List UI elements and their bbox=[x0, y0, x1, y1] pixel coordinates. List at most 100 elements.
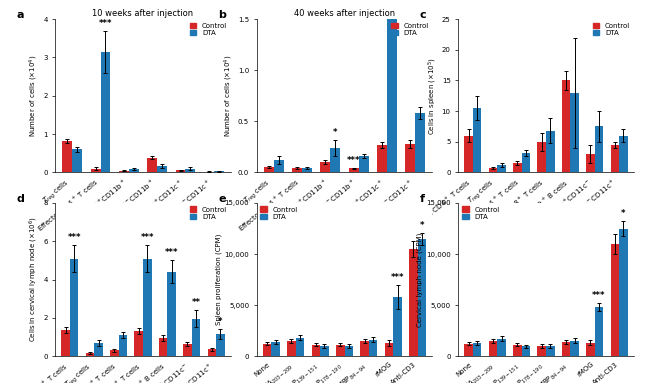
Bar bbox=[62, 141, 72, 172]
Bar bbox=[148, 158, 157, 172]
Legend: Control, DTA: Control, DTA bbox=[190, 23, 227, 36]
Bar bbox=[159, 338, 168, 356]
Bar bbox=[272, 342, 280, 356]
Bar bbox=[619, 136, 628, 172]
Bar bbox=[292, 168, 302, 172]
Bar bbox=[497, 165, 506, 172]
Text: c: c bbox=[420, 10, 426, 20]
Bar bbox=[409, 249, 417, 356]
Bar bbox=[185, 169, 196, 172]
Y-axis label: Cervical lymph node (CPM): Cervical lymph node (CPM) bbox=[417, 232, 423, 327]
Bar bbox=[110, 350, 119, 356]
Bar bbox=[464, 136, 473, 172]
Bar bbox=[61, 330, 70, 356]
Bar bbox=[336, 345, 344, 356]
Bar bbox=[521, 347, 530, 356]
Bar bbox=[168, 272, 176, 356]
Text: *: * bbox=[218, 318, 223, 326]
Bar bbox=[214, 171, 224, 172]
Bar bbox=[619, 229, 628, 356]
Bar bbox=[129, 169, 138, 172]
Bar bbox=[157, 166, 167, 172]
Bar bbox=[330, 148, 340, 172]
Legend: Control, DTA: Control, DTA bbox=[593, 23, 630, 36]
Y-axis label: Number of cells ($\times$10$^4$): Number of cells ($\times$10$^4$) bbox=[223, 55, 235, 137]
Text: ***: *** bbox=[592, 291, 606, 300]
Bar bbox=[538, 346, 546, 356]
Bar bbox=[406, 144, 415, 172]
Bar bbox=[192, 319, 200, 356]
Text: ***: *** bbox=[99, 19, 112, 28]
Text: ***: *** bbox=[140, 233, 154, 242]
Bar bbox=[274, 160, 283, 172]
Bar bbox=[595, 307, 603, 356]
Legend: Control, DTA: Control, DTA bbox=[462, 206, 499, 220]
Legend: Control, DTA: Control, DTA bbox=[260, 206, 298, 220]
Bar bbox=[359, 156, 369, 172]
Bar bbox=[586, 343, 595, 356]
Bar bbox=[385, 343, 393, 356]
Bar bbox=[562, 342, 571, 356]
Y-axis label: Spleen proliferation (CPM): Spleen proliferation (CPM) bbox=[215, 234, 222, 325]
Text: a: a bbox=[17, 10, 24, 20]
Text: *: * bbox=[420, 221, 424, 229]
Y-axis label: Number of cells ($\times$10$^4$): Number of cells ($\times$10$^4$) bbox=[28, 55, 40, 137]
Bar bbox=[489, 341, 497, 356]
Bar bbox=[473, 343, 482, 356]
Bar bbox=[473, 108, 482, 172]
Text: *: * bbox=[621, 210, 626, 218]
Bar bbox=[349, 168, 359, 172]
Legend: Control, DTA: Control, DTA bbox=[391, 23, 429, 36]
Bar bbox=[94, 343, 103, 356]
Bar bbox=[101, 52, 111, 172]
Bar bbox=[70, 259, 79, 356]
Bar bbox=[287, 341, 296, 356]
Bar bbox=[393, 297, 402, 356]
Text: b: b bbox=[218, 10, 226, 20]
Bar bbox=[610, 145, 619, 172]
Bar bbox=[135, 331, 143, 356]
Bar bbox=[72, 149, 82, 172]
Bar bbox=[311, 345, 320, 356]
Bar bbox=[546, 131, 554, 172]
Bar bbox=[387, 4, 397, 172]
Bar bbox=[513, 345, 521, 356]
Bar bbox=[377, 145, 387, 172]
Bar bbox=[369, 340, 378, 356]
Bar bbox=[360, 341, 369, 356]
Text: ***: *** bbox=[391, 273, 404, 282]
Bar bbox=[263, 344, 272, 356]
Text: f: f bbox=[420, 194, 424, 204]
Bar bbox=[183, 344, 192, 356]
Bar bbox=[264, 167, 274, 172]
Text: d: d bbox=[17, 194, 25, 204]
Bar bbox=[320, 346, 329, 356]
Bar bbox=[320, 162, 330, 172]
Bar bbox=[119, 171, 129, 172]
Bar bbox=[216, 334, 225, 356]
Bar bbox=[176, 170, 185, 172]
Bar bbox=[546, 346, 554, 356]
Bar bbox=[610, 244, 619, 356]
Text: ***: *** bbox=[347, 156, 361, 165]
Bar bbox=[571, 341, 579, 356]
Text: **: ** bbox=[192, 298, 200, 307]
Y-axis label: Cells in spleen ($\times$10$^5$): Cells in spleen ($\times$10$^5$) bbox=[426, 57, 439, 135]
Text: e: e bbox=[218, 194, 226, 204]
Bar bbox=[521, 153, 530, 172]
Bar bbox=[143, 259, 151, 356]
Bar bbox=[586, 154, 595, 172]
Bar bbox=[344, 346, 353, 356]
Bar bbox=[415, 113, 425, 172]
Bar bbox=[595, 126, 603, 172]
Y-axis label: Cells in cervical lymph node ($\times$10$^6$): Cells in cervical lymph node ($\times$10… bbox=[28, 217, 40, 342]
Bar bbox=[489, 168, 497, 172]
Bar bbox=[417, 239, 426, 356]
Bar bbox=[562, 80, 571, 172]
Title: 40 weeks after injection: 40 weeks after injection bbox=[294, 9, 395, 18]
Legend: Control, DTA: Control, DTA bbox=[190, 206, 227, 220]
Bar bbox=[302, 168, 312, 172]
Title: 10 weeks after injection: 10 weeks after injection bbox=[92, 9, 194, 18]
Bar bbox=[513, 163, 521, 172]
Bar bbox=[464, 344, 473, 356]
